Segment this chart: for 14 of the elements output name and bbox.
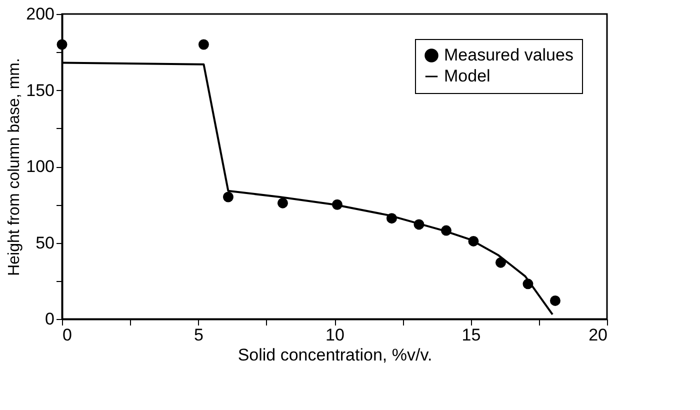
x-tick-label: 10 — [326, 326, 344, 344]
y-tick-label: 200 — [26, 4, 54, 24]
x-tick-label: 15 — [462, 326, 481, 344]
y-tick-label: 150 — [26, 80, 54, 100]
x-tick-label: 20 — [588, 326, 608, 344]
y-axis-title: Height from column base, mm. — [6, 58, 24, 276]
y-tick-label: 0 — [45, 310, 54, 328]
x-tick-label: 5 — [194, 326, 204, 344]
legend-label: Measured values — [444, 46, 574, 64]
x-tick-label: 0 — [62, 326, 72, 344]
y-tick-label: 50 — [36, 233, 54, 252]
x-axis-title: Solid concentration, %v/v. — [238, 346, 432, 364]
y-tick-label: 100 — [26, 157, 54, 176]
legend-label: Model — [444, 66, 490, 86]
